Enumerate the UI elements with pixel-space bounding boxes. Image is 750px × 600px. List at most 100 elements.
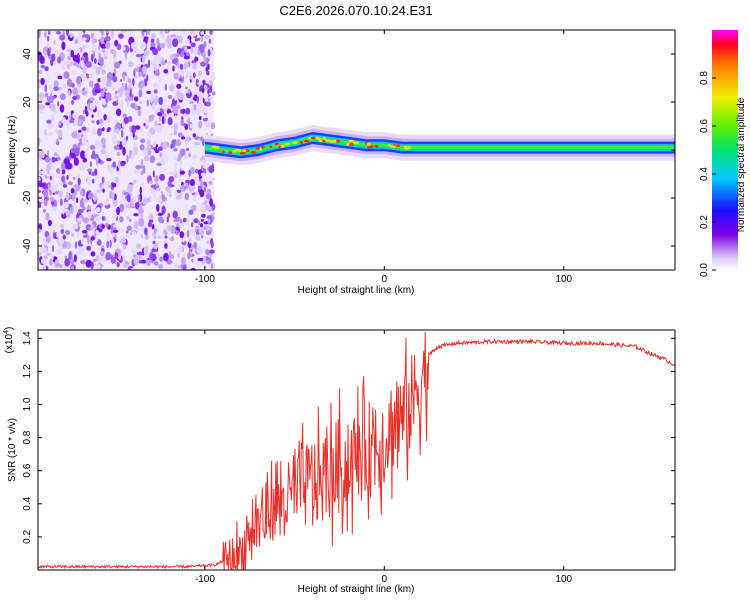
- noise-blob: [81, 130, 84, 134]
- noise-blob: [140, 138, 146, 144]
- noise-blob: [189, 167, 195, 175]
- noise-blob: [152, 170, 155, 178]
- y-tick-label: -20: [22, 190, 33, 205]
- colorbar-tick-label: 0.8: [699, 71, 710, 85]
- noise-blob: [107, 166, 114, 173]
- x-tick-label: 100: [555, 274, 572, 285]
- noise-blob: [50, 253, 54, 261]
- noise-blob: [63, 184, 67, 188]
- noise-blob: [123, 116, 130, 124]
- noise-blob: [173, 164, 177, 174]
- noise-blob: [122, 263, 129, 268]
- noise-blob: [142, 149, 148, 155]
- noise-blob: [136, 243, 141, 249]
- noise-blob: [194, 56, 199, 62]
- noise-blob: [65, 210, 70, 217]
- noise-blob: [152, 125, 156, 130]
- noise-blob: [161, 33, 166, 39]
- noise-blob: [103, 75, 108, 84]
- noise-blob: [98, 124, 104, 129]
- noise-blob: [157, 146, 163, 151]
- noise-blob: [169, 250, 172, 257]
- signal-hotspot: [326, 139, 329, 143]
- noise-blob: [56, 30, 62, 35]
- noise-blob: [137, 109, 142, 117]
- noise-blob: [90, 236, 95, 241]
- noise-blob: [156, 124, 163, 133]
- noise-blob: [81, 73, 87, 82]
- colorbar-tick-label: 0.0: [699, 263, 710, 277]
- noise-blob: [211, 177, 216, 182]
- noise-blob: [152, 48, 159, 56]
- noise-blob: [83, 234, 88, 238]
- noise-blob: [195, 235, 201, 241]
- noise-blob: [199, 43, 205, 53]
- noise-blob: [96, 233, 99, 242]
- noise-blob: [116, 140, 120, 146]
- noise-blob: [184, 136, 190, 143]
- spectrogram-x-label: Height of straight line (km): [298, 285, 415, 296]
- noise-blob: [53, 128, 58, 133]
- noise-blob: [70, 60, 73, 67]
- noise-blob: [99, 30, 104, 33]
- signal-hotspot: [278, 145, 281, 149]
- noise-blob: [82, 110, 86, 114]
- noise-blob: [80, 59, 85, 69]
- noise-blob: [75, 203, 78, 212]
- noise-blob: [59, 34, 66, 41]
- noise-blob: [150, 38, 155, 44]
- noise-blob: [43, 199, 48, 207]
- noise-blob: [44, 128, 47, 136]
- noise-blob: [105, 223, 109, 228]
- noise-blob: [112, 213, 118, 219]
- noise-blob: [77, 221, 82, 225]
- noise-blob: [160, 57, 165, 61]
- noise-blob: [40, 77, 45, 86]
- noise-blob: [99, 119, 104, 124]
- noise-blob: [98, 52, 102, 60]
- noise-blob: [139, 144, 145, 151]
- noise-blob: [196, 95, 200, 104]
- noise-blob: [128, 84, 131, 92]
- noise-blob: [176, 83, 182, 89]
- noise-blob: [51, 206, 57, 212]
- y-tick-label: 1.0: [22, 397, 33, 411]
- noise-blob: [49, 196, 55, 202]
- noise-blob: [188, 88, 191, 95]
- noise-blob: [193, 176, 200, 185]
- noise-blob: [127, 78, 131, 83]
- noise-blob: [104, 36, 111, 42]
- noise-blob: [89, 96, 95, 102]
- noise-blob: [115, 128, 120, 134]
- noise-blob: [153, 175, 160, 183]
- noise-blob: [100, 43, 107, 49]
- noise-blob: [153, 192, 156, 201]
- noise-blob: [152, 231, 157, 238]
- y-tick-label: 1.4: [22, 331, 33, 345]
- snr-y-scale: (x104): [3, 327, 15, 354]
- noise-blob: [154, 149, 160, 154]
- noise-blob: [77, 217, 83, 222]
- noise-blob: [151, 59, 157, 66]
- noise-blob: [84, 151, 88, 158]
- noise-blob: [193, 90, 198, 95]
- noise-blob: [206, 163, 211, 167]
- noise-blob: [89, 80, 94, 88]
- noise-blob: [61, 41, 66, 51]
- noise-blob: [95, 157, 99, 166]
- noise-blob: [141, 41, 147, 50]
- noise-blob: [49, 84, 52, 90]
- noise-blob: [177, 62, 181, 69]
- noise-blob: [174, 114, 177, 122]
- noise-blob: [57, 75, 63, 80]
- noise-blob: [151, 33, 156, 39]
- noise-blob: [147, 30, 151, 35]
- noise-blob: [59, 167, 63, 175]
- noise-blob: [77, 48, 81, 52]
- noise-blob: [102, 188, 105, 193]
- noise-blob: [141, 259, 146, 264]
- noise-blob: [44, 156, 51, 163]
- noise-blob: [135, 164, 141, 170]
- noise-blob: [185, 107, 191, 115]
- signal-hotspot: [390, 145, 396, 149]
